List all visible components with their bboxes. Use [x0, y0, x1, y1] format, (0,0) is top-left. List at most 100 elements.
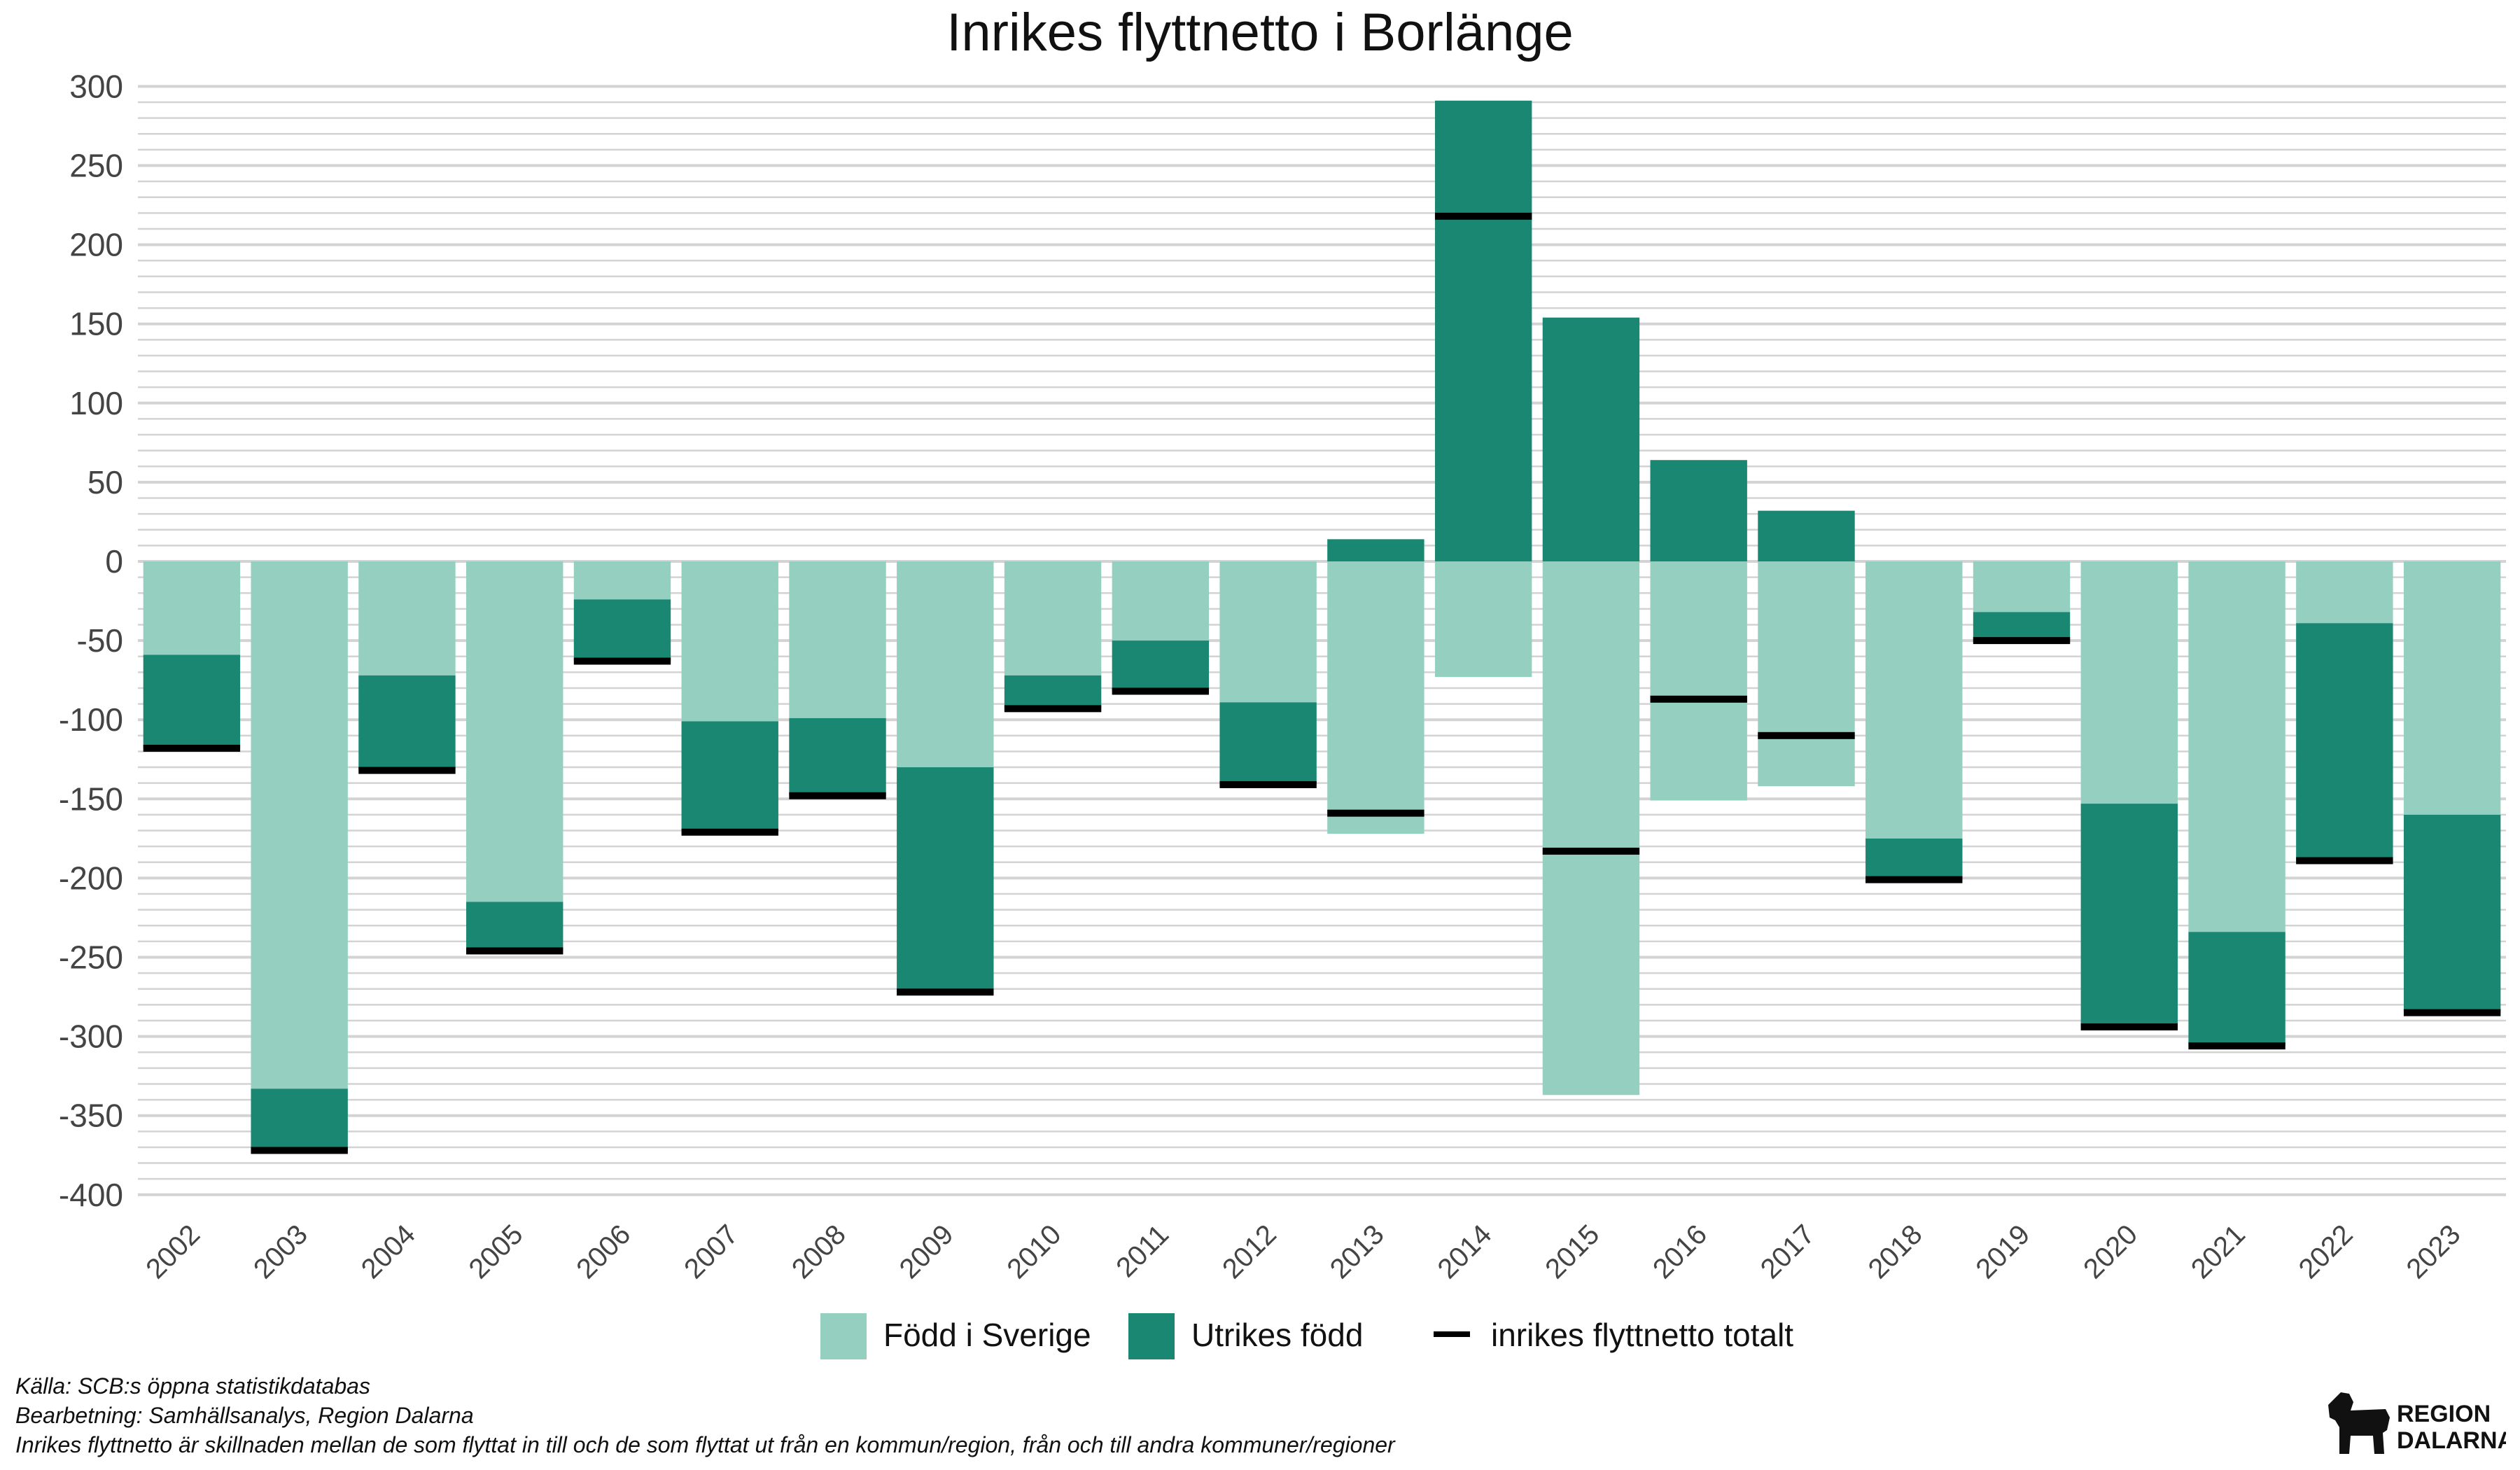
bar-utrikes-fodd-2020: [2080, 804, 2178, 1028]
bar-utrikes-fodd-2002: [143, 654, 241, 748]
y-tick-label: -350: [59, 1098, 123, 1134]
total-marker-2012: [1219, 780, 1317, 788]
x-tick-label: 2019: [1970, 1219, 2036, 1284]
total-marker-2011: [1112, 687, 1210, 695]
logo-text-region: REGION: [2397, 1401, 2491, 1427]
x-tick-label: 2023: [2400, 1219, 2466, 1284]
bar-fodd-i-sverige-2009: [897, 561, 994, 768]
region-dalarna-logo: REGION DALARNA: [2328, 1392, 2506, 1454]
total-marker-2017: [1758, 732, 1855, 739]
bar-fodd-i-sverige-2020: [2080, 561, 2178, 804]
definition-note: Inrikes flyttnetto är skillnaden mellan …: [15, 1432, 1395, 1457]
y-tick-label: -50: [77, 622, 123, 659]
x-tick-label: 2003: [248, 1219, 314, 1284]
total-marker-2004: [358, 766, 456, 774]
legend-label-fodd-i-sverige: Född i Sverige: [883, 1317, 1091, 1353]
x-tick-label: 2018: [1863, 1219, 1928, 1284]
legend-swatch-fodd-i-sverige: [820, 1313, 867, 1359]
x-tick-label: 2012: [1217, 1219, 1282, 1284]
y-tick-label: 0: [105, 543, 123, 580]
legend-swatch-utrikes-fodd: [1128, 1313, 1175, 1359]
x-axis-labels: 2002 2003 2004 2005 2006 2007 2008 2009 2010 2011…: [140, 1219, 2466, 1284]
bar-fodd-i-sverige-2012: [1219, 561, 1317, 703]
total-marker-2009: [897, 988, 994, 996]
bar-utrikes-fodd-2005: [466, 902, 564, 951]
x-tick-label: 2004: [356, 1219, 421, 1284]
total-marker-2020: [2080, 1023, 2178, 1031]
bar-fodd-i-sverige-2014: [1434, 561, 1532, 678]
y-tick-label: 50: [88, 464, 123, 500]
bar-utrikes-fodd-2021: [2188, 932, 2286, 1046]
x-tick-label: 2014: [1432, 1219, 1497, 1284]
y-tick-label: -400: [59, 1177, 123, 1213]
total-marker-2023: [2403, 1009, 2501, 1016]
total-marker-2006: [573, 657, 671, 665]
bar-utrikes-fodd-2006: [573, 599, 671, 662]
y-tick-label: -150: [59, 780, 123, 817]
x-tick-label: 2007: [678, 1219, 744, 1284]
total-markers: [143, 212, 2501, 1154]
y-tick-label: -300: [59, 1018, 123, 1055]
bar-fodd-i-sverige-2006: [573, 561, 671, 600]
x-tick-label: 2015: [1539, 1219, 1605, 1284]
source-note: Källa: SCB:s öppna statistikdatabas: [15, 1373, 370, 1399]
total-marker-2016: [1650, 695, 1747, 703]
legend-label-utrikes-fodd: Utrikes född: [1191, 1317, 1363, 1353]
y-tick-label: 100: [69, 385, 123, 421]
bar-fodd-i-sverige-2015: [1542, 561, 1640, 1096]
x-tick-label: 2011: [1110, 1219, 1175, 1283]
bar-fodd-i-sverige-2010: [1004, 561, 1102, 676]
bar-utrikes-fodd-2014: [1434, 100, 1532, 561]
bar-utrikes-fodd-2004: [358, 675, 456, 771]
bar-fodd-i-sverige-2008: [789, 561, 886, 718]
bar-fodd-i-sverige-2013: [1327, 561, 1424, 834]
bar-fodd-i-sverige-2019: [1973, 561, 2071, 612]
y-tick-label: 150: [69, 306, 123, 342]
x-tick-label: 2022: [2293, 1219, 2359, 1284]
y-tick-label: 300: [69, 68, 123, 104]
total-marker-2002: [143, 744, 241, 752]
bar-utrikes-fodd-2003: [251, 1088, 348, 1151]
x-tick-label: 2002: [140, 1219, 206, 1284]
bar-utrikes-fodd-2017: [1758, 510, 1855, 561]
bar-utrikes-fodd-2022: [2296, 623, 2393, 861]
dala-horse-icon: [2328, 1392, 2390, 1454]
bar-fodd-i-sverige-2018: [1865, 561, 1963, 839]
total-marker-2014: [1434, 212, 1532, 220]
bar-fodd-i-sverige-2002: [143, 561, 241, 655]
total-marker-2015: [1542, 847, 1640, 855]
x-tick-label: 2016: [1647, 1219, 1713, 1284]
legend-label-totalt: inrikes flyttnetto totalt: [1491, 1317, 1793, 1353]
bar-fodd-i-sverige-2007: [681, 561, 778, 722]
x-tick-label: 2020: [2078, 1219, 2143, 1284]
y-axis-labels: 300 250 200 150 100 50 0 -50 -100 -150 -200 -250 -30…: [59, 68, 123, 1212]
bar-utrikes-fodd-2023: [2403, 814, 2501, 1013]
bar-utrikes-fodd-2010: [1004, 675, 1102, 709]
bar-utrikes-fodd-2008: [789, 718, 886, 796]
y-tick-label: 200: [69, 227, 123, 263]
x-tick-label: 2009: [894, 1219, 960, 1284]
x-tick-label: 2006: [570, 1219, 636, 1284]
total-marker-2005: [466, 947, 564, 955]
bar-utrikes-fodd-2007: [681, 721, 778, 832]
bar-utrikes-fodd-2012: [1219, 702, 1317, 785]
x-tick-label: 2017: [1755, 1219, 1821, 1284]
y-tick-label: -100: [59, 701, 123, 738]
chart-title: Inrikes flyttnetto i Borlänge: [946, 3, 1574, 62]
bar-fodd-i-sverige-2005: [466, 561, 564, 902]
bar-fodd-i-sverige-2004: [358, 561, 456, 676]
total-marker-2010: [1004, 705, 1102, 713]
total-marker-2018: [1865, 876, 1963, 883]
bar-utrikes-fodd-2011: [1112, 640, 1210, 692]
total-marker-2008: [789, 792, 886, 799]
legend-swatch-totalt: [1434, 1331, 1470, 1337]
total-marker-2019: [1973, 637, 2071, 645]
x-tick-label: 2008: [786, 1219, 852, 1284]
total-marker-2021: [2188, 1042, 2286, 1050]
bar-fodd-i-sverige-2022: [2296, 561, 2393, 624]
x-tick-label: 2005: [463, 1219, 529, 1284]
total-marker-2022: [2296, 857, 2393, 864]
total-marker-2013: [1327, 809, 1424, 817]
y-tick-label: 250: [69, 148, 123, 184]
